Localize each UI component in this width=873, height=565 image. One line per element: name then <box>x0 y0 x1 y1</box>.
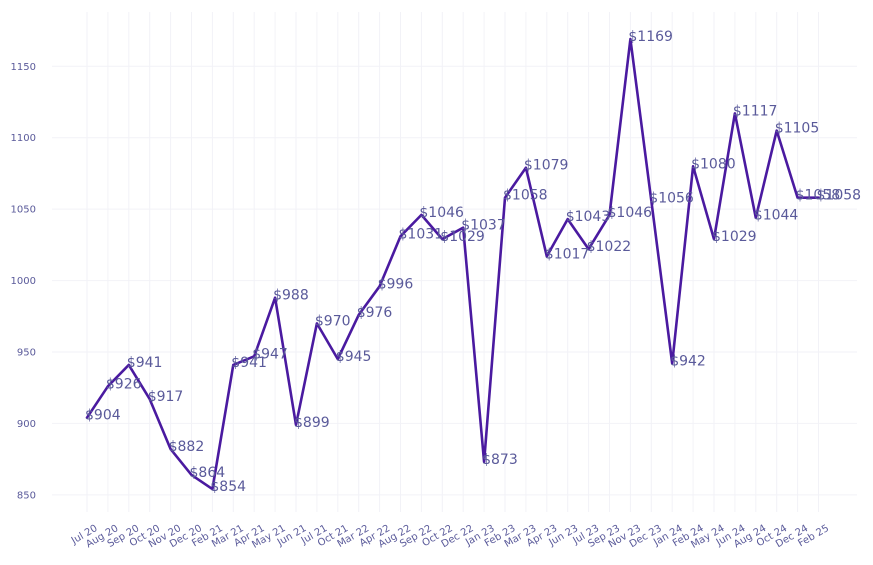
y-tick-label: 850 <box>17 490 36 501</box>
data-label: $1105 <box>775 121 820 137</box>
data-label: $988 <box>273 288 309 304</box>
data-label: $917 <box>148 389 184 405</box>
data-label: $947 <box>252 346 288 362</box>
y-tick-label: 1150 <box>11 62 36 73</box>
data-label: $976 <box>357 305 393 321</box>
data-label: $1022 <box>587 239 632 255</box>
data-label: $942 <box>670 353 706 369</box>
data-label: $904 <box>85 408 121 424</box>
data-label: $1031 <box>399 226 444 242</box>
data-label: $1044 <box>754 208 799 224</box>
data-label: $970 <box>315 313 351 329</box>
data-label: $1117 <box>733 103 778 119</box>
data-label: $996 <box>378 276 414 292</box>
data-label: $1037 <box>461 218 506 234</box>
data-label: $873 <box>482 452 518 468</box>
vertical-gridlines <box>86 12 819 512</box>
data-label: $1079 <box>524 158 569 174</box>
data-label: $941 <box>231 355 267 371</box>
data-label: $1017 <box>545 246 590 262</box>
data-label: $1058 <box>503 188 548 204</box>
y-axis-tick-labels: 850 900 950 1000 1050 1100 1150 <box>11 62 36 502</box>
data-label: $1043 <box>566 209 611 225</box>
data-label: $1058 <box>817 188 862 204</box>
data-labels: $904$926$941$917$882$864$854$941$947$988… <box>85 29 861 495</box>
data-label: $1080 <box>691 156 736 172</box>
data-label: $1169 <box>628 29 673 45</box>
y-tick-label: 1100 <box>11 133 36 144</box>
data-label: $941 <box>127 355 163 371</box>
y-tick-label: 1050 <box>11 205 36 216</box>
data-label: $882 <box>169 439 205 455</box>
data-label: $945 <box>336 349 372 365</box>
data-label: $1029 <box>440 229 485 245</box>
data-label: $864 <box>190 465 226 481</box>
data-label: $1046 <box>419 205 464 221</box>
data-label: $1058 <box>796 188 841 204</box>
data-label: $854 <box>210 479 246 495</box>
data-label: $926 <box>106 376 142 392</box>
y-tick-label: 1000 <box>11 276 36 287</box>
price-series-line <box>85 37 820 491</box>
horizontal-gridlines <box>52 65 857 496</box>
data-label: $899 <box>294 415 330 431</box>
y-tick-label: 900 <box>17 419 36 430</box>
data-label: $1056 <box>649 191 694 207</box>
data-label: $1029 <box>712 229 757 245</box>
data-label: $1046 <box>608 205 653 221</box>
y-tick-label: 950 <box>17 348 36 359</box>
